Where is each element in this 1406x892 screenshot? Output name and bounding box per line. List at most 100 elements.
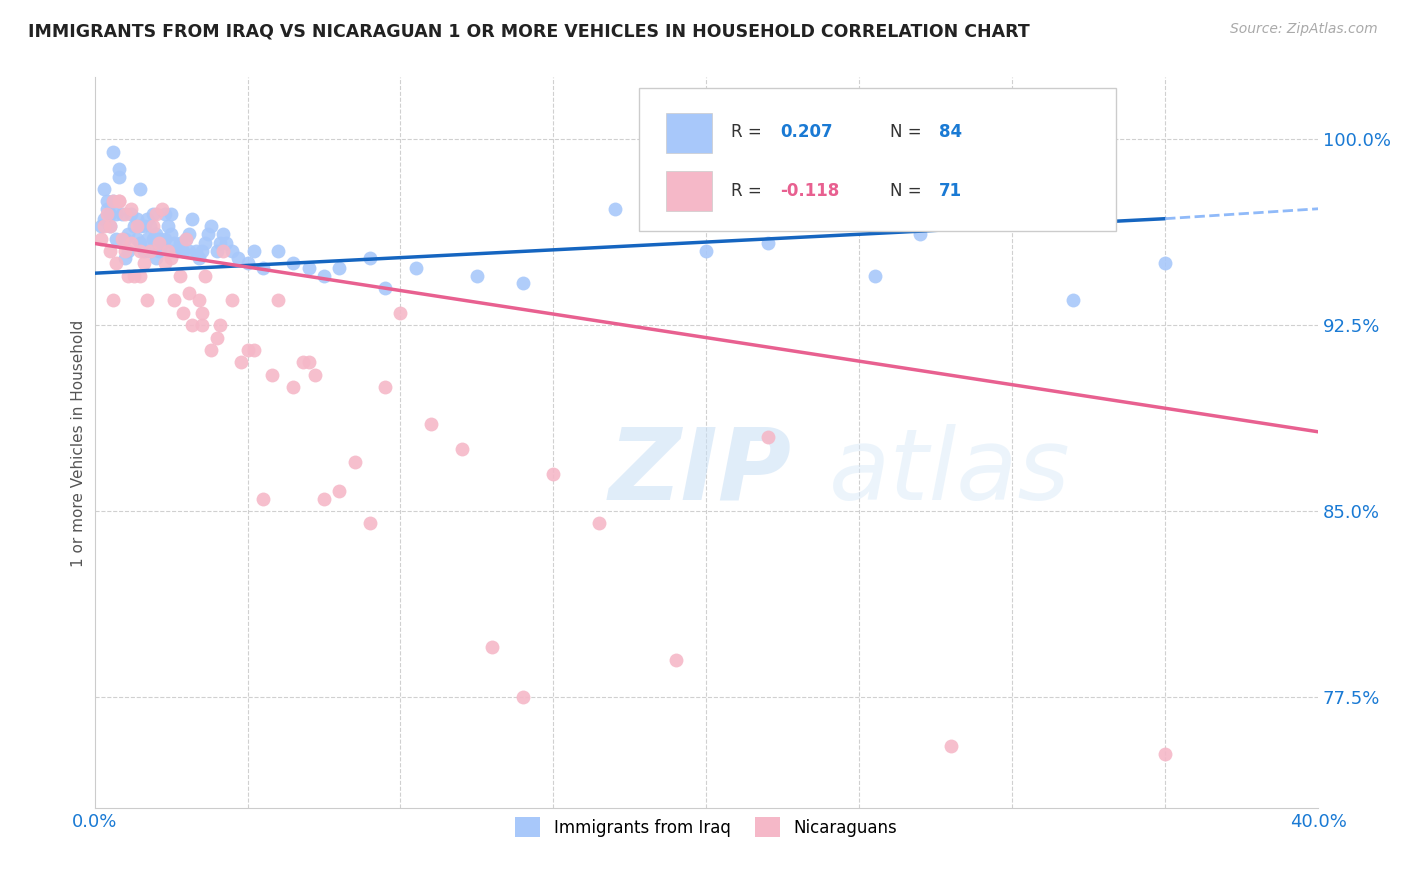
Text: R =: R =: [731, 123, 766, 141]
Point: [179, 244, 201, 258]
Point: [291, 355, 314, 369]
Point: [187, 293, 209, 308]
Point: [114, 252, 136, 266]
Point: [512, 276, 534, 290]
Point: [181, 211, 204, 226]
Point: [176, 231, 198, 245]
Point: [156, 244, 179, 258]
Point: [129, 219, 152, 233]
Point: [304, 368, 326, 382]
Point: [132, 244, 155, 258]
Point: [108, 194, 131, 209]
Point: [129, 268, 152, 283]
Point: [148, 236, 170, 251]
Point: [90, 219, 112, 233]
Point: [153, 256, 176, 270]
Point: [138, 244, 160, 258]
Point: [101, 194, 124, 209]
Point: [389, 306, 412, 320]
Point: [200, 219, 222, 233]
Point: [465, 268, 488, 283]
Point: [756, 430, 779, 444]
Point: [156, 219, 179, 233]
Point: [267, 244, 290, 258]
Point: [124, 268, 146, 283]
Point: [93, 182, 115, 196]
Point: [190, 306, 212, 320]
Point: [252, 261, 274, 276]
Point: [101, 194, 124, 209]
Text: N =: N =: [890, 182, 927, 200]
Point: [153, 207, 176, 221]
Point: [132, 256, 155, 270]
Point: [588, 516, 610, 531]
Point: [863, 268, 886, 283]
Point: [298, 355, 321, 369]
Point: [127, 231, 149, 245]
Legend: Immigrants from Iraq, Nicaraguans: Immigrants from Iraq, Nicaraguans: [509, 810, 904, 844]
Point: [543, 467, 565, 481]
Point: [242, 244, 264, 258]
FancyBboxPatch shape: [666, 171, 713, 211]
Point: [328, 484, 350, 499]
Point: [512, 690, 534, 704]
Point: [252, 491, 274, 506]
Y-axis label: 1 or more Vehicles in Household: 1 or more Vehicles in Household: [72, 319, 86, 566]
Point: [117, 227, 139, 241]
Point: [194, 268, 217, 283]
Text: -0.118: -0.118: [780, 182, 839, 200]
Point: [212, 227, 235, 241]
Point: [98, 244, 121, 258]
Text: IMMIGRANTS FROM IRAQ VS NICARAGUAN 1 OR MORE VEHICLES IN HOUSEHOLD CORRELATION C: IMMIGRANTS FROM IRAQ VS NICARAGUAN 1 OR …: [28, 22, 1029, 40]
Point: [267, 293, 290, 308]
Point: [108, 162, 131, 177]
Point: [104, 256, 127, 270]
Point: [117, 268, 139, 283]
Point: [260, 368, 283, 382]
Point: [114, 207, 136, 221]
Point: [120, 207, 142, 221]
Point: [148, 244, 170, 258]
Point: [212, 244, 235, 258]
Point: [96, 202, 118, 216]
Point: [283, 380, 305, 394]
Point: [96, 207, 118, 221]
Point: [603, 202, 626, 216]
Point: [98, 219, 121, 233]
Point: [160, 227, 183, 241]
Point: [328, 261, 350, 276]
Point: [142, 231, 165, 245]
Point: [228, 252, 250, 266]
Point: [312, 268, 335, 283]
Point: [405, 261, 427, 276]
Point: [298, 261, 321, 276]
Point: [420, 417, 443, 432]
Point: [98, 219, 121, 233]
Point: [190, 318, 212, 333]
Point: [111, 231, 134, 245]
Point: [101, 145, 124, 159]
Point: [163, 236, 186, 251]
Point: [142, 219, 165, 233]
Point: [145, 252, 167, 266]
Point: [129, 244, 152, 258]
Point: [108, 169, 131, 184]
Point: [96, 194, 118, 209]
Point: [117, 244, 139, 258]
Point: [359, 516, 381, 531]
Point: [160, 252, 183, 266]
Point: [127, 219, 149, 233]
Point: [142, 207, 165, 221]
Point: [172, 244, 194, 258]
FancyBboxPatch shape: [640, 88, 1116, 231]
Text: N =: N =: [890, 123, 927, 141]
Point: [169, 236, 191, 251]
Point: [132, 219, 155, 233]
Point: [108, 194, 131, 209]
Point: [120, 236, 142, 251]
Point: [127, 211, 149, 226]
Text: 0.207: 0.207: [780, 123, 832, 141]
Point: [665, 653, 688, 667]
Point: [163, 293, 186, 308]
Point: [187, 252, 209, 266]
